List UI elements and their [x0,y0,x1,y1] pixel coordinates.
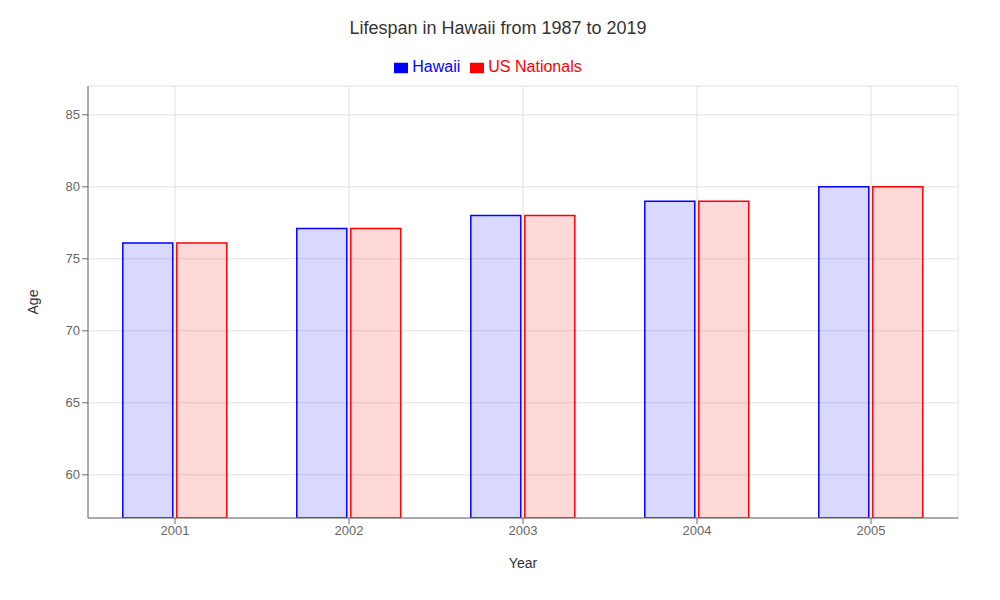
svg-text:80: 80 [66,179,80,194]
svg-text:60: 60 [66,467,80,482]
svg-text:2005: 2005 [857,523,886,538]
svg-text:2004: 2004 [683,523,712,538]
svg-text:Year: Year [509,555,538,571]
svg-text:70: 70 [66,323,80,338]
svg-text:Age: Age [25,289,41,314]
html-text:US Nationals: US Nationals [488,58,582,75]
svg-text:2001: 2001 [161,523,190,538]
html-text:Hawaii: Hawaii [412,58,461,75]
svg-text:75: 75 [66,251,80,266]
svg-text:2002: 2002 [335,523,364,538]
svg-text:85: 85 [66,107,80,122]
svg-text:2003: 2003 [509,523,538,538]
svg-text:65: 65 [66,395,80,410]
html-text:Lifespan in Hawaii from 1987 t: Lifespan in Hawaii from 1987 to 2019 [349,18,647,38]
